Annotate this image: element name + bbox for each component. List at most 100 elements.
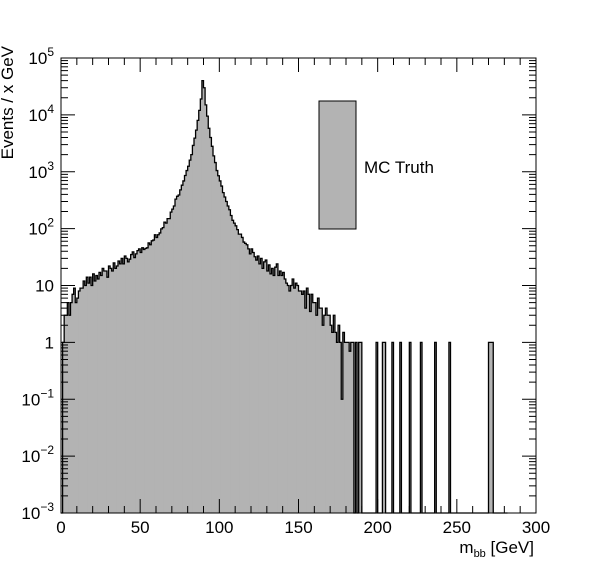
histogram-bin [103, 270, 106, 513]
histogram-bin [197, 120, 200, 514]
histogram-bin [108, 266, 111, 513]
y-tick-label: 10−2 [21, 443, 54, 466]
histogram-bin [91, 285, 94, 513]
histogram-bin [247, 248, 250, 513]
histogram-bin [200, 99, 203, 514]
histogram-bin [148, 242, 151, 513]
histogram-bin [346, 342, 348, 513]
histogram-bin [198, 110, 201, 513]
histogram-bin [292, 279, 295, 513]
histogram-bin [228, 209, 231, 513]
histogram-bin [239, 234, 242, 513]
histogram-bin [308, 294, 310, 513]
histogram-bin [225, 201, 228, 514]
histogram-bin [124, 256, 127, 513]
histogram-bin [315, 315, 318, 513]
histogram-bin [116, 266, 119, 513]
x-axis-title-main: m [459, 538, 473, 557]
x-axis-ticks: 0 50 100 150 200 250 300 [56, 58, 550, 537]
histogram-bin [143, 249, 146, 513]
histogram-bin [62, 342, 65, 513]
y-axis-ticks: 10−3 10−2 10−1 1 10 102 103 104 105 [21, 45, 536, 523]
histogram-bin [94, 280, 97, 513]
histogram-bin [141, 247, 144, 513]
histogram-bin [279, 270, 282, 513]
histogram-bin [86, 277, 89, 513]
histogram-bin [190, 154, 193, 514]
histogram-bin [157, 234, 160, 513]
histogram-bin [284, 279, 287, 513]
histogram-bin [277, 275, 280, 513]
histogram-bin [182, 180, 185, 513]
histogram-bin [344, 342, 347, 513]
histogram-bin [184, 175, 187, 513]
histogram-bin [160, 228, 163, 514]
histogram-bin [246, 244, 249, 513]
histogram-bin [114, 268, 117, 513]
histogram-bin [227, 205, 230, 513]
histogram-bin [84, 285, 87, 513]
histogram-bin [162, 227, 165, 513]
x-tick-label: 150 [284, 518, 312, 537]
histogram-bin [146, 247, 149, 513]
histogram-bin [317, 298, 320, 513]
histogram-bin [186, 170, 189, 513]
histogram-bin [334, 332, 337, 513]
histogram-bars [62, 80, 494, 514]
histogram-bin [65, 315, 68, 513]
legend: MC Truth [318, 100, 434, 230]
x-tick-label: 200 [363, 518, 391, 537]
histogram-bin [137, 250, 139, 513]
histogram-bin [341, 399, 344, 513]
histogram-bin [349, 351, 352, 513]
histogram-bin [135, 253, 138, 513]
histogram-bin [151, 240, 154, 514]
histogram-bin [194, 138, 196, 514]
histogram-bin [144, 248, 147, 513]
histogram-bin [92, 273, 95, 513]
y-tick-label: 103 [28, 159, 54, 182]
histogram-bin [224, 196, 227, 513]
histogram-bin [347, 342, 350, 513]
histogram-bin [265, 260, 268, 513]
histogram-bin [300, 291, 303, 513]
histogram-bin [342, 332, 345, 513]
histogram-bin [129, 259, 132, 513]
histogram-bin [319, 308, 322, 513]
histogram-bin [70, 302, 73, 513]
histogram-outline [61, 79, 508, 514]
histogram-bin [327, 315, 329, 513]
histogram-bin [95, 275, 98, 513]
histogram-bin [201, 80, 204, 513]
histogram-bin [211, 146, 214, 514]
x-tick-label: 300 [522, 518, 550, 537]
histogram-bin [64, 315, 67, 513]
histogram-bin [325, 308, 328, 513]
histogram-bin [338, 325, 341, 513]
histogram-bin [127, 261, 130, 513]
histogram-bin [83, 280, 86, 513]
histogram-bin [165, 223, 168, 514]
histogram-bin [303, 291, 306, 513]
histogram-bin [89, 277, 92, 513]
histogram-bin [206, 116, 209, 513]
histogram-bin [320, 308, 323, 513]
histogram-bin [232, 220, 234, 513]
y-tick-label: 102 [28, 216, 54, 239]
x-axis-title-unit: [GeV] [486, 538, 534, 557]
histogram-bin [214, 162, 217, 513]
histogram-bin [208, 128, 211, 514]
histogram-bin [170, 212, 173, 514]
histogram-bin [298, 291, 301, 513]
histogram-bin [113, 262, 116, 513]
histogram-bin [331, 332, 334, 513]
histogram-bin [333, 315, 336, 513]
histogram-bin [304, 308, 307, 513]
histogram-bin [205, 104, 208, 514]
x-tick-label: 0 [56, 518, 65, 537]
histogram-bin [122, 263, 125, 513]
legend-swatch [318, 100, 357, 230]
histogram-bin [296, 285, 299, 513]
histogram-bin [76, 298, 79, 513]
histogram-bin [217, 175, 220, 514]
